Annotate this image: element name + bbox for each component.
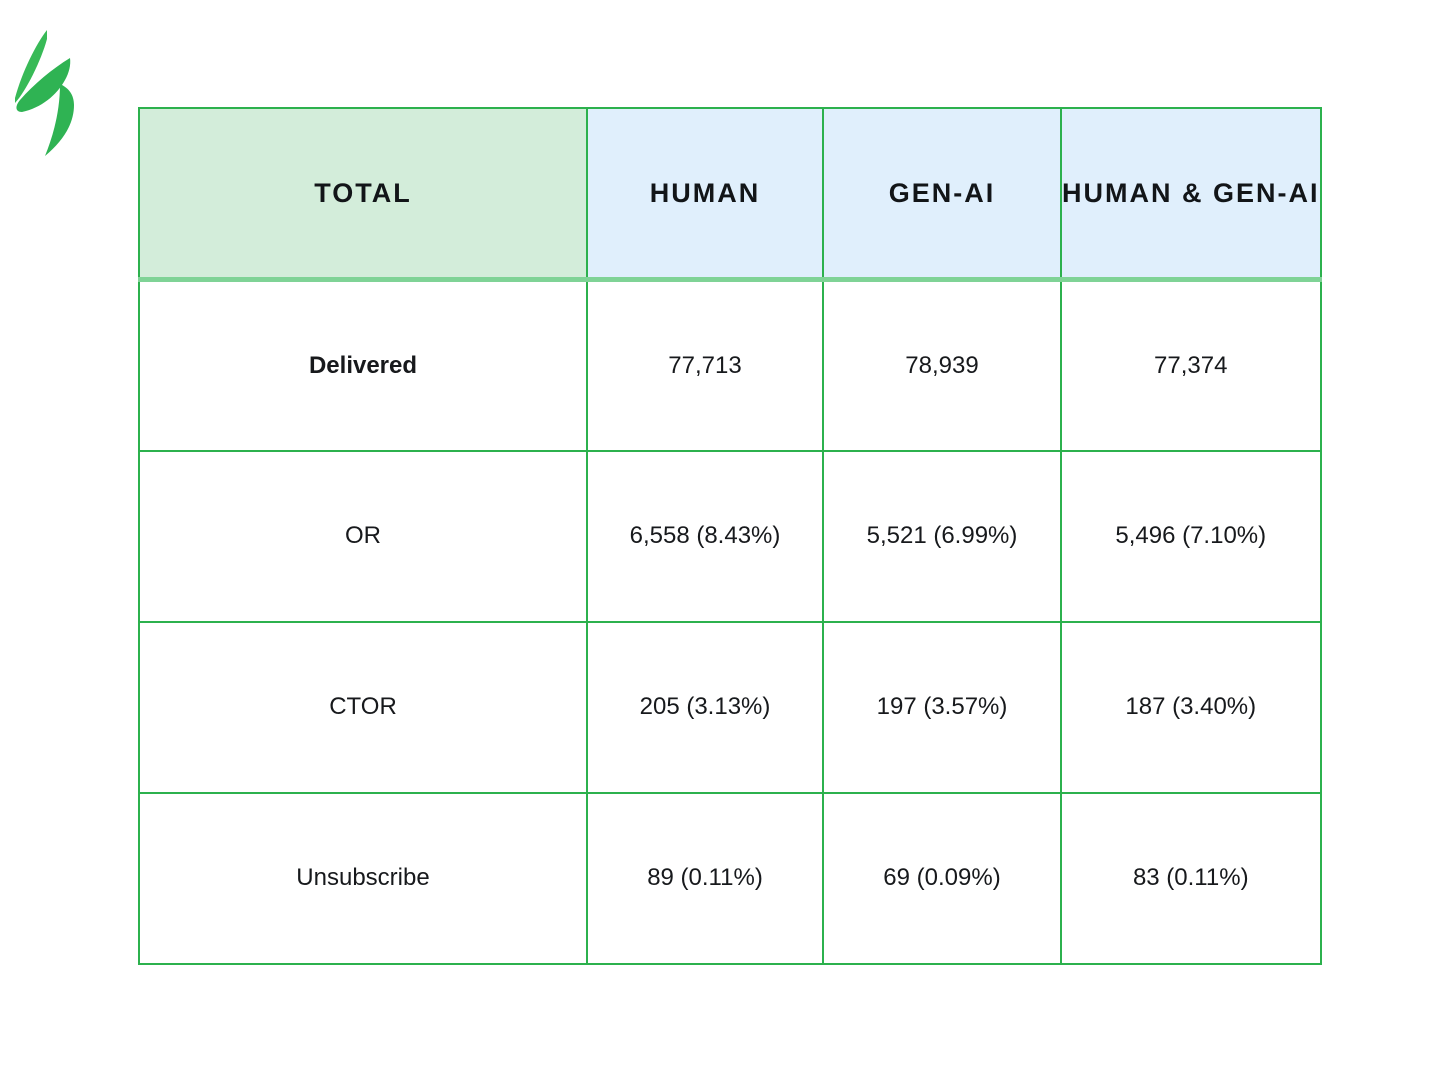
row-label-delivered: Delivered xyxy=(138,278,588,452)
cell-delivered-gen-ai: 78,939 xyxy=(822,278,1062,452)
cell-unsubscribe-human: 89 (0.11%) xyxy=(586,791,824,965)
brand-logo-icon xyxy=(15,30,74,156)
cell-delivered-human: 77,713 xyxy=(586,278,824,452)
cell-or-human-and-gen-ai: 5,496 (7.10%) xyxy=(1060,449,1322,623)
cell-ctor-gen-ai: 197 (3.57%) xyxy=(822,620,1062,794)
table-row-ctor: CTOR 205 (3.13%) 197 (3.57%) 187 (3.40%) xyxy=(138,620,1322,794)
table-row-delivered: Delivered 77,713 78,939 77,374 xyxy=(138,278,1322,452)
row-label-unsubscribe: Unsubscribe xyxy=(138,791,588,965)
cell-ctor-human: 205 (3.13%) xyxy=(586,620,824,794)
logo-top-leaf-shape xyxy=(15,30,47,103)
table-row-or: OR 6,558 (8.43%) 5,521 (6.99%) 5,496 (7.… xyxy=(138,449,1322,623)
header-cell-total: TOTAL xyxy=(138,107,588,282)
logo-middle-band-shape xyxy=(16,58,71,112)
comparison-table: TOTAL HUMAN GEN-AI HUMAN & GEN-AI Delive… xyxy=(138,107,1322,965)
logo-bottom-tail-shape xyxy=(45,84,74,156)
cell-or-gen-ai: 5,521 (6.99%) xyxy=(822,449,1062,623)
cell-delivered-human-and-gen-ai: 77,374 xyxy=(1060,278,1322,452)
row-label-ctor: CTOR xyxy=(138,620,588,794)
table-row-unsubscribe: Unsubscribe 89 (0.11%) 69 (0.09%) 83 (0.… xyxy=(138,791,1322,965)
header-cell-human-and-gen-ai: HUMAN & GEN-AI xyxy=(1060,107,1322,282)
header-cell-human: HUMAN xyxy=(586,107,824,282)
cell-unsubscribe-human-and-gen-ai: 83 (0.11%) xyxy=(1060,791,1322,965)
cell-ctor-human-and-gen-ai: 187 (3.40%) xyxy=(1060,620,1322,794)
cell-or-human: 6,558 (8.43%) xyxy=(586,449,824,623)
header-row: TOTAL HUMAN GEN-AI HUMAN & GEN-AI xyxy=(138,107,1322,282)
header-cell-gen-ai: GEN-AI xyxy=(822,107,1062,282)
row-label-or: OR xyxy=(138,449,588,623)
cell-unsubscribe-gen-ai: 69 (0.09%) xyxy=(822,791,1062,965)
